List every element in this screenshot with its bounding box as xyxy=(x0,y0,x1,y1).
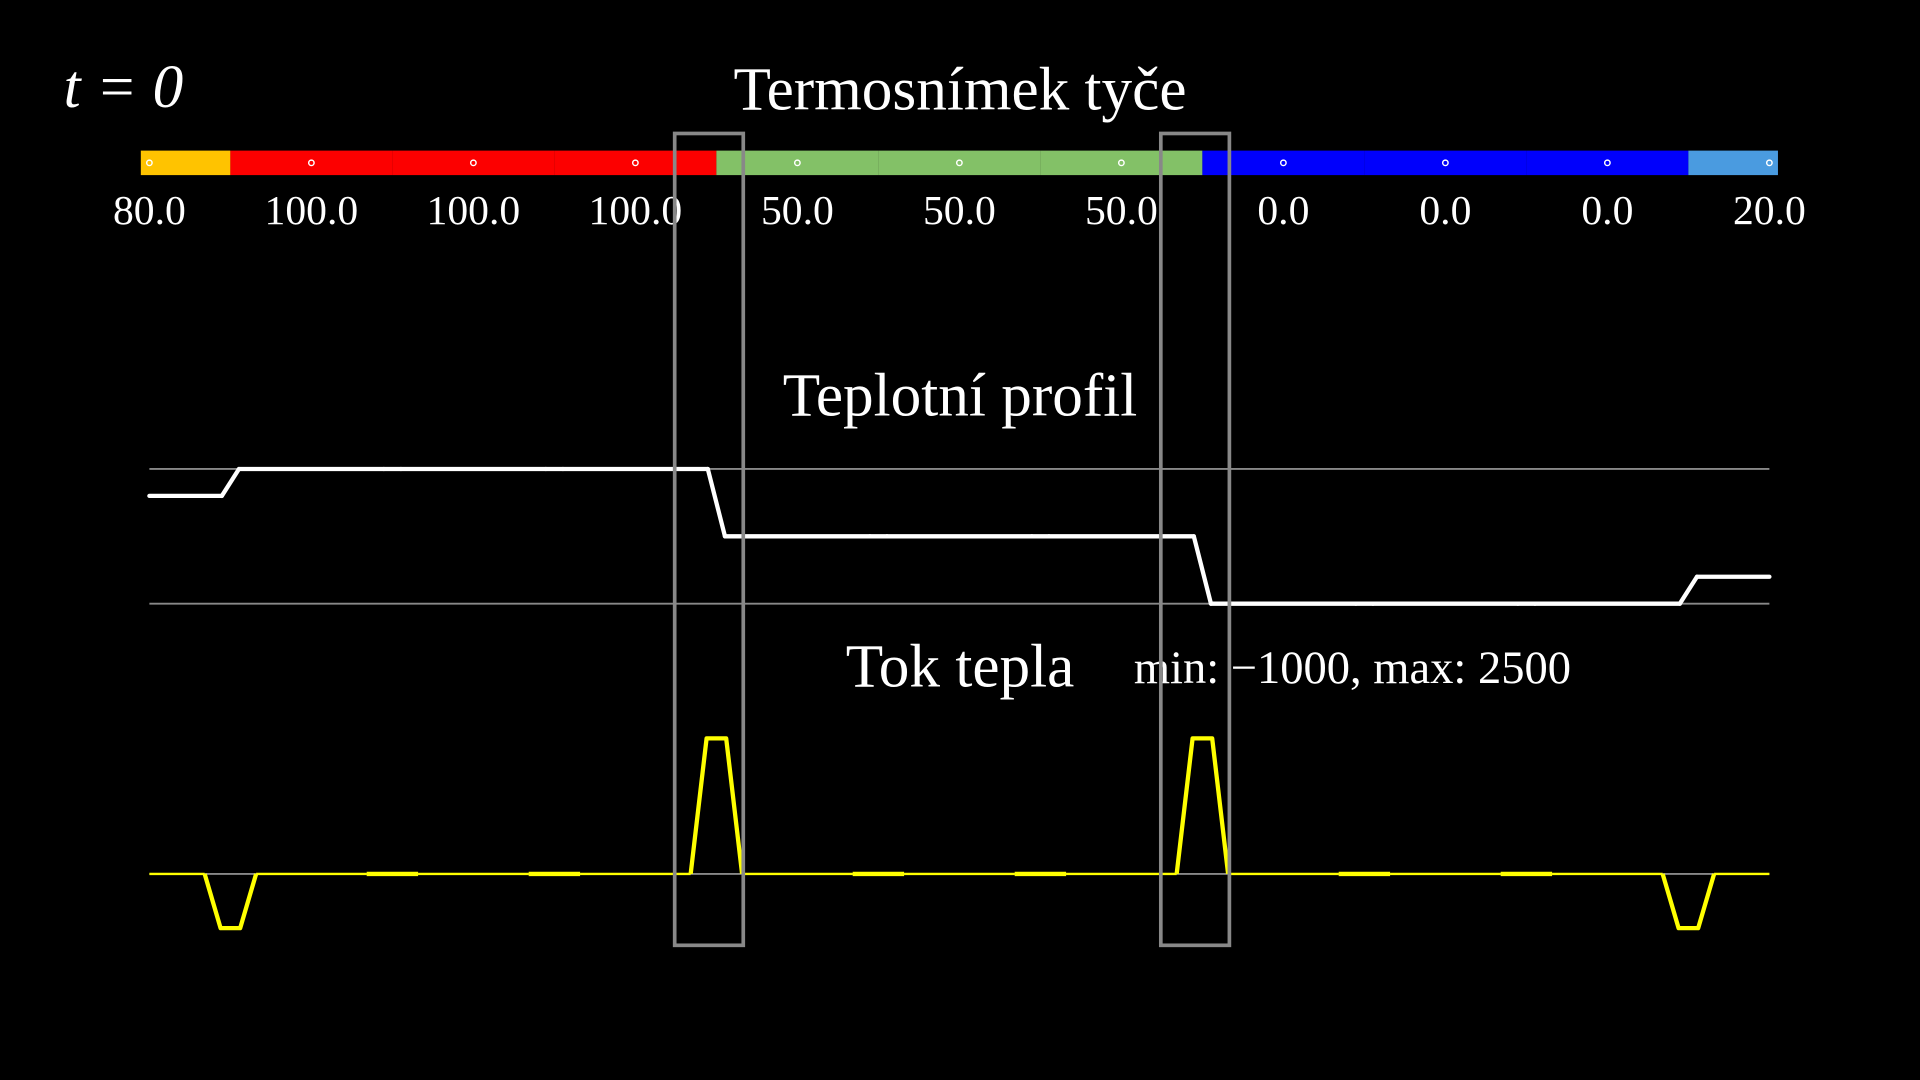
flux-pulse xyxy=(688,736,745,875)
rod-cell xyxy=(554,150,717,176)
profile-connector xyxy=(219,466,242,499)
cell-dot xyxy=(631,159,639,167)
cell-value-label: 100.0 xyxy=(589,188,683,234)
flux-pulse xyxy=(202,873,259,931)
cell-dot xyxy=(307,159,315,167)
cell-dot xyxy=(1441,159,1449,167)
cell-dot xyxy=(1279,159,1287,167)
rod-cell xyxy=(1688,150,1778,176)
rod-cell xyxy=(1202,150,1365,176)
cell-value-label: 0.0 xyxy=(1581,188,1633,234)
cell-value-label: 20.0 xyxy=(1733,188,1806,234)
cell-value-label: 80.0 xyxy=(113,188,186,234)
cell-value-label: 0.0 xyxy=(1257,188,1309,234)
cell-dot xyxy=(793,159,801,167)
rod-cell xyxy=(1040,150,1203,176)
cell-dot xyxy=(145,159,153,167)
rod-cell xyxy=(392,150,555,176)
rod-cell xyxy=(140,150,231,176)
rod-cell xyxy=(230,150,393,176)
cell-value-label: 100.0 xyxy=(427,188,521,234)
profile-title: Teplotní profil xyxy=(783,362,1137,430)
rod-cell xyxy=(1526,150,1689,176)
cell-value-label: 50.0 xyxy=(1085,188,1158,234)
cell-dot xyxy=(1765,159,1773,167)
cell-value-label: 0.0 xyxy=(1419,188,1471,234)
cell-value-label: 50.0 xyxy=(923,188,996,234)
rod-cell xyxy=(1364,150,1527,176)
profile-connector xyxy=(1677,574,1700,606)
flux-pulse xyxy=(1174,736,1231,875)
time-label: t = 0 xyxy=(64,53,184,121)
flux-pulse xyxy=(1660,873,1717,931)
cell-dot xyxy=(1117,159,1125,167)
cell-dot xyxy=(469,159,477,167)
strip-title: Termosnímek tyče xyxy=(733,56,1186,124)
flux-annotation: min: −1000, max: 2500 xyxy=(1134,643,1571,694)
cell-dot xyxy=(1603,159,1611,167)
cell-value-label: 100.0 xyxy=(265,188,359,234)
rod-cell xyxy=(878,150,1041,176)
cell-dot xyxy=(955,159,963,167)
flux-title: Tok tepla xyxy=(846,632,1075,700)
highlight-box xyxy=(1158,131,1232,948)
profile-connector xyxy=(705,466,728,539)
marks: 80.0 100.0 100.0 100.0 50.0 50.0 50.0 0.0 0.0 0.0… xyxy=(113,150,1806,931)
cell-value-label: 50.0 xyxy=(761,188,834,234)
highlight-box xyxy=(672,131,746,948)
profile-connector xyxy=(1191,534,1214,606)
rod-cell xyxy=(716,150,879,176)
